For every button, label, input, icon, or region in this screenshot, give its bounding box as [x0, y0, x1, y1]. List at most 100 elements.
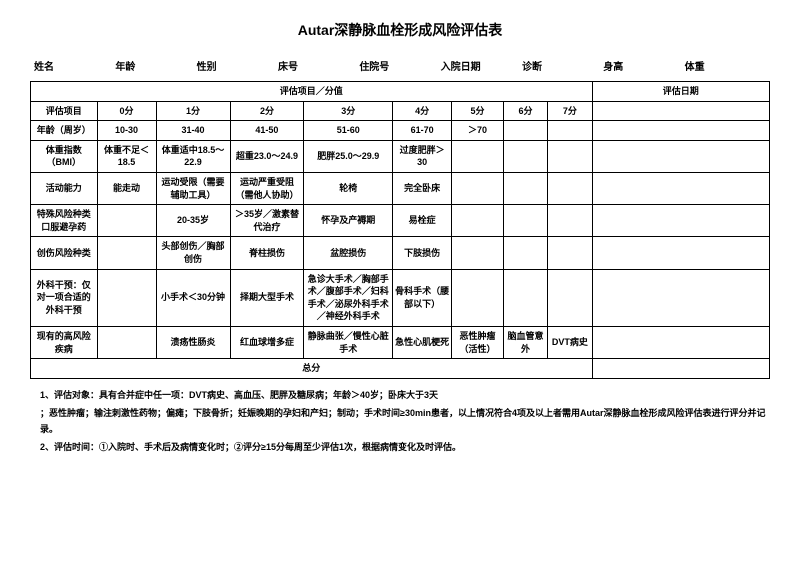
cell: 溃疡性肠炎: [156, 326, 230, 358]
patient-info-row: 姓名 年龄 性别 床号 住院号 入院日期 诊断 身高 体重: [30, 58, 770, 73]
date-cell: [592, 269, 769, 326]
cell: ＞35岁／激素替代治疗: [230, 205, 304, 237]
col-header: 0分: [97, 101, 156, 121]
date-cell: [592, 205, 769, 237]
col-header: 评估项目: [31, 101, 98, 121]
row-item: 活动能力: [31, 172, 98, 204]
cell: [97, 237, 156, 269]
cell: 运动严重受阻（需他人协助）: [230, 172, 304, 204]
cell: [548, 140, 592, 172]
cell: 10-30: [97, 121, 156, 141]
cell: [503, 140, 547, 172]
notes-section: 1、评估对象：具有合并症中任一项：DVT病史、高血压、肥胖及糖尿病；年龄＞40岁…: [30, 387, 770, 456]
cell: [452, 205, 504, 237]
date-cell: [592, 326, 769, 358]
cell: [548, 269, 592, 326]
table-row: 创伤风险种类 头部创伤／胸部创伤 脊柱损伤 盆腔损伤 下肢损伤: [31, 237, 770, 269]
col-header: 5分: [452, 101, 504, 121]
cell: [97, 205, 156, 237]
col-header: 2分: [230, 101, 304, 121]
date-cell: [592, 121, 769, 141]
cell: 头部创伤／胸部创伤: [156, 237, 230, 269]
table-row: 特殊风险种类口服避孕药 20-35岁 ＞35岁／激素替代治疗 怀孕及产褥期 易栓…: [31, 205, 770, 237]
row-item: 特殊风险种类口服避孕药: [31, 205, 98, 237]
field-age: 年龄: [115, 58, 196, 73]
cell: 恶性肿瘤（活性）: [452, 326, 504, 358]
cell: [452, 237, 504, 269]
cell: 运动受限（需要辅助工具）: [156, 172, 230, 204]
cell: [503, 205, 547, 237]
field-hospital-no: 住院号: [359, 58, 440, 73]
header-scores: 评估项目／分值: [31, 82, 593, 102]
field-weight: 体重: [685, 58, 766, 73]
cell: 下肢损伤: [393, 237, 452, 269]
cell: 体重不足＜18.5: [97, 140, 156, 172]
row-item: 体重指数（BMI）: [31, 140, 98, 172]
table-row: 外科干预：仅对一项合适的外科干预 小手术＜30分钟 择期大型手术 急诊大手术／胸…: [31, 269, 770, 326]
cell: 能走动: [97, 172, 156, 204]
row-item: 年龄（周岁）: [31, 121, 98, 141]
cell: DVT病史: [548, 326, 592, 358]
cell: [548, 205, 592, 237]
col-header: 4分: [393, 101, 452, 121]
header-date: 评估日期: [592, 82, 769, 102]
cell: 急诊大手术／胸部手术／腹部手术／妇科手术／泌尿外科手术／神经外科手术: [304, 269, 393, 326]
field-name: 姓名: [34, 58, 115, 73]
cell: 静脉曲张／慢性心脏手术: [304, 326, 393, 358]
cell: ＞70: [452, 121, 504, 141]
cell: 怀孕及产褥期: [304, 205, 393, 237]
cell: [503, 269, 547, 326]
cell: 红血球增多症: [230, 326, 304, 358]
cell: 轮椅: [304, 172, 393, 204]
cell: 脊柱损伤: [230, 237, 304, 269]
cell: [452, 140, 504, 172]
cell: 脑血管意外: [503, 326, 547, 358]
cell: 急性心肌梗死: [393, 326, 452, 358]
cell: 肥胖25.0～29.9: [304, 140, 393, 172]
cell: 完全卧床: [393, 172, 452, 204]
cell: [452, 269, 504, 326]
note-line: 2、评估时间：①入院时、手术后及病情变化时；②评分≥15分每周至少评估1次，根据…: [40, 439, 770, 455]
field-gender: 性别: [197, 58, 278, 73]
cell: 体重适中18.5～22.9: [156, 140, 230, 172]
cell: 盆腔损伤: [304, 237, 393, 269]
cell: [452, 172, 504, 204]
table-row: 活动能力 能走动 运动受限（需要辅助工具） 运动严重受阻（需他人协助） 轮椅 完…: [31, 172, 770, 204]
field-bed: 床号: [278, 58, 359, 73]
cell: 小手术＜30分钟: [156, 269, 230, 326]
total-label: 总分: [31, 359, 593, 379]
cell: 61-70: [393, 121, 452, 141]
date-cell: [592, 101, 769, 121]
date-cell: [592, 237, 769, 269]
page-title: Autar深静脉血栓形成风险评估表: [30, 20, 770, 40]
row-item: 外科干预：仅对一项合适的外科干预: [31, 269, 98, 326]
total-row: 总分: [31, 359, 770, 379]
note-line: ；恶性肿瘤；输注刺激性药物；偏瘫；下肢骨折；妊娠晚期的孕妇和产妇；制动；手术时间…: [40, 405, 770, 437]
cell: 超重23.0～24.9: [230, 140, 304, 172]
cell: 易栓症: [393, 205, 452, 237]
cell: [503, 172, 547, 204]
cell: [548, 237, 592, 269]
score-header-row: 评估项目 0分 1分 2分 3分 4分 5分 6分 7分: [31, 101, 770, 121]
row-item: 创伤风险种类: [31, 237, 98, 269]
date-cell: [592, 172, 769, 204]
field-diagnosis: 诊断: [522, 58, 603, 73]
cell: 过度肥胖＞30: [393, 140, 452, 172]
col-header: 6分: [503, 101, 547, 121]
col-header: 7分: [548, 101, 592, 121]
cell: 51-60: [304, 121, 393, 141]
cell: 31-40: [156, 121, 230, 141]
cell: [548, 121, 592, 141]
table-row: 体重指数（BMI） 体重不足＜18.5 体重适中18.5～22.9 超重23.0…: [31, 140, 770, 172]
date-cell: [592, 140, 769, 172]
cell: 择期大型手术: [230, 269, 304, 326]
cell: 41-50: [230, 121, 304, 141]
table-row: 现有的高风险疾病 溃疡性肠炎 红血球增多症 静脉曲张／慢性心脏手术 急性心肌梗死…: [31, 326, 770, 358]
cell: 骨科手术（腰部以下）: [393, 269, 452, 326]
field-height: 身高: [603, 58, 684, 73]
cell: [503, 121, 547, 141]
total-date-cell: [592, 359, 769, 379]
assessment-table: 评估项目／分值 评估日期 评估项目 0分 1分 2分 3分 4分 5分 6分 7…: [30, 81, 770, 379]
cell: [548, 172, 592, 204]
cell: [97, 269, 156, 326]
